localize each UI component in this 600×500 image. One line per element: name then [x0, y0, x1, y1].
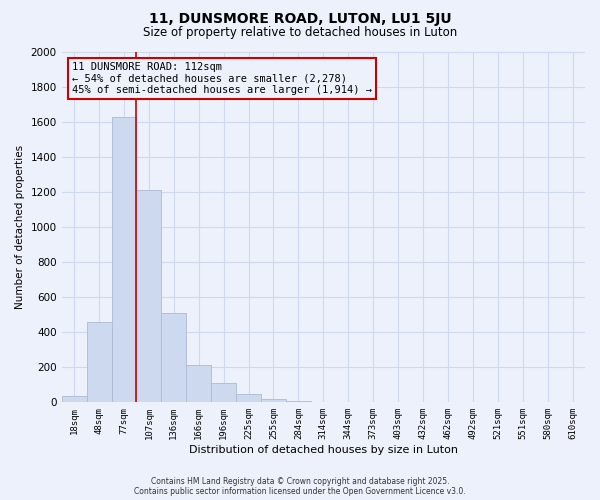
Y-axis label: Number of detached properties: Number of detached properties	[15, 145, 25, 309]
Bar	[286, 400, 311, 402]
Bar	[186, 364, 211, 403]
Bar	[136, 190, 161, 402]
Bar	[112, 118, 136, 403]
Bar	[236, 394, 261, 402]
Text: 11, DUNSMORE ROAD, LUTON, LU1 5JU: 11, DUNSMORE ROAD, LUTON, LU1 5JU	[149, 12, 451, 26]
Bar	[261, 399, 286, 402]
Bar	[211, 383, 236, 402]
Bar	[62, 396, 86, 402]
Text: Contains HM Land Registry data © Crown copyright and database right 2025.
Contai: Contains HM Land Registry data © Crown c…	[134, 476, 466, 496]
Text: 11 DUNSMORE ROAD: 112sqm
← 54% of detached houses are smaller (2,278)
45% of sem: 11 DUNSMORE ROAD: 112sqm ← 54% of detach…	[72, 62, 372, 95]
Text: Size of property relative to detached houses in Luton: Size of property relative to detached ho…	[143, 26, 457, 39]
Bar	[86, 322, 112, 402]
Bar	[161, 313, 186, 402]
X-axis label: Distribution of detached houses by size in Luton: Distribution of detached houses by size …	[189, 445, 458, 455]
